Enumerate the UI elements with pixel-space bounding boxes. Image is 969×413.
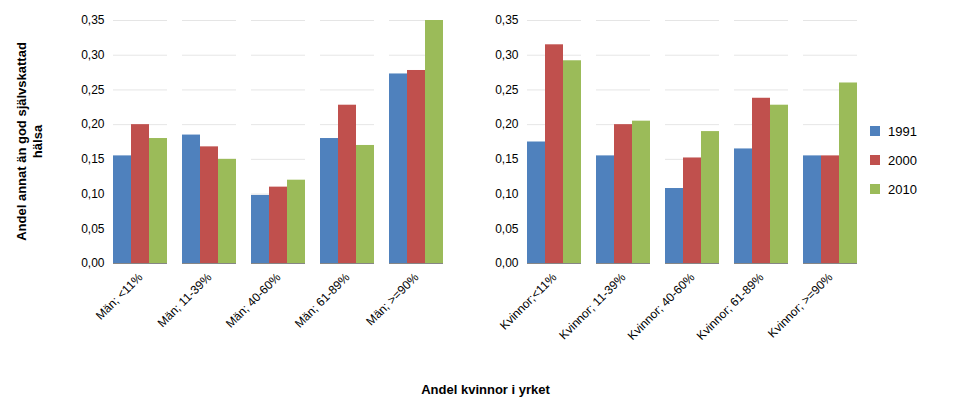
svg-text:Andel annat än god självskatta: Andel annat än god självskattadhälsa <box>14 42 45 241</box>
html-text:2000: 2000 <box>888 152 917 168</box>
svg-text:0,00: 0,00 <box>81 256 105 270</box>
svg-text:0,30: 0,30 <box>81 48 105 62</box>
svg-text:0,20: 0,20 <box>81 117 105 131</box>
svg-text:Kvinnor; 61-89%: Kvinnor; 61-89% <box>694 270 767 343</box>
svg-text:0,25: 0,25 <box>495 83 519 97</box>
svg-text:Kvinnor; 40-60%: Kvinnor; 40-60% <box>625 270 698 343</box>
svg-text:Män; 61-89%: Män; 61-89% <box>292 270 353 331</box>
svg-text:0,05: 0,05 <box>81 222 105 236</box>
svg-text:0,05: 0,05 <box>495 222 519 236</box>
html-text:1991: 1991 <box>888 123 917 139</box>
svg-text:Män; 11-39%: Män; 11-39% <box>155 270 215 330</box>
svg-text:Män; <11%: Män; <11% <box>93 270 146 323</box>
svg-text:Män; >=90%: Män; >=90% <box>363 270 421 328</box>
svg-text:0,35: 0,35 <box>81 13 105 27</box>
svg-text:0,35: 0,35 <box>495 13 519 27</box>
svg-text:Andel kvinnor i yrket: Andel kvinnor i yrket <box>421 382 550 397</box>
svg-text:0,10: 0,10 <box>81 187 105 201</box>
svg-text:Kvinnor;<11%: Kvinnor;<11% <box>497 270 560 333</box>
svg-text:0,25: 0,25 <box>81 83 105 97</box>
svg-text:0,15: 0,15 <box>81 152 105 166</box>
svg-text:0,00: 0,00 <box>495 256 519 270</box>
html-text:2010: 2010 <box>888 181 917 197</box>
svg-text:Män; 40-60%: Män; 40-60% <box>223 270 284 331</box>
svg-text:0,15: 0,15 <box>495 152 519 166</box>
svg-text:0,20: 0,20 <box>495 117 519 131</box>
svg-text:0,30: 0,30 <box>495 48 519 62</box>
svg-text:Kvinnor; 11-39%: Kvinnor; 11-39% <box>556 270 628 342</box>
svg-text:Kvinnor; >=90%: Kvinnor; >=90% <box>765 270 836 341</box>
svg-text:0,10: 0,10 <box>495 187 519 201</box>
